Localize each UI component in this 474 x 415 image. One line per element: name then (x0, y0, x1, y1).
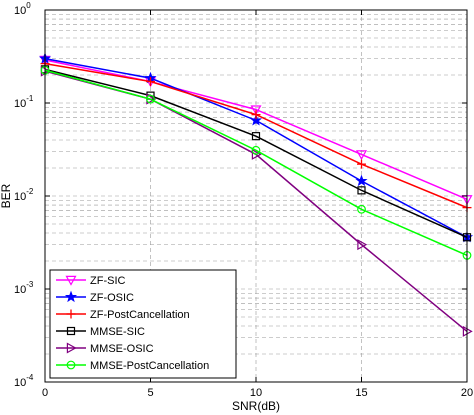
data-point (355, 174, 368, 187)
data-point (251, 110, 261, 120)
series-line (44, 59, 468, 201)
data-point (250, 105, 262, 116)
y-tick-label: 10-1 (14, 94, 34, 110)
legend-item: MMSE-PostCancellation (56, 360, 209, 372)
legend-marker (66, 326, 76, 336)
data-point (249, 114, 263, 126)
y-tick-label: 10-4 (14, 373, 34, 389)
x-tick-label: 5 (147, 387, 153, 399)
legend-marker (66, 309, 76, 319)
legend-marker (65, 275, 77, 286)
legend-label: ZF-OSIC (90, 292, 134, 304)
data-point (146, 77, 155, 87)
y-tick-label: 10-2 (14, 187, 34, 203)
y-axis-label: BER (0, 183, 13, 208)
y-tick-exponent: -2 (26, 187, 34, 196)
legend: ZF-SIC ZF-OSIC ZF-PostCancellation MMSE-SIC… (49, 269, 237, 379)
series-layer (38, 52, 474, 337)
x-axis-label: SNR(dB) (232, 399, 280, 413)
data-point (251, 132, 261, 141)
y-tick-exponent: -3 (26, 280, 34, 289)
data-point (357, 204, 366, 214)
legend-item: MMSE-OSIC (56, 342, 154, 355)
data-point (357, 186, 366, 195)
legend-item: ZF-PostCancellation (56, 309, 190, 321)
legend-item: ZF-SIC (56, 275, 125, 287)
data-point (251, 145, 261, 155)
y-tick-exponent: -1 (26, 94, 34, 103)
data-point (357, 159, 366, 169)
x-tick-label: 15 (355, 387, 367, 399)
legend-label: MMSE-SIC (90, 326, 145, 338)
legend-marker (66, 360, 76, 370)
y-tick-label: 100 (14, 1, 31, 17)
data-point (146, 94, 155, 104)
data-point (355, 150, 368, 161)
x-tick-label: 0 (42, 387, 48, 399)
y-tick-exponent: 0 (26, 1, 31, 10)
legend-label: MMSE-OSIC (90, 343, 154, 355)
legend-item: MMSE-SIC (56, 326, 145, 338)
legend-marker (64, 290, 78, 303)
legend-box (49, 269, 237, 379)
data-point (357, 239, 368, 251)
x-tick-label: 10 (250, 387, 262, 399)
data-point (251, 148, 262, 160)
legend-label: ZF-PostCancellation (90, 309, 190, 321)
series-line (44, 69, 468, 257)
x-tick-label: 20 (461, 387, 473, 399)
series-mmse-postcancellation (40, 65, 472, 260)
y-tick-label: 10-3 (14, 280, 34, 296)
legend-label: ZF-SIC (90, 275, 125, 287)
legend-label: MMSE-PostCancellation (90, 360, 209, 372)
legend-marker (66, 342, 77, 354)
y-tick-exponent: -4 (26, 373, 34, 382)
series-line (44, 68, 468, 238)
legend-item: ZF-OSIC (56, 290, 134, 304)
